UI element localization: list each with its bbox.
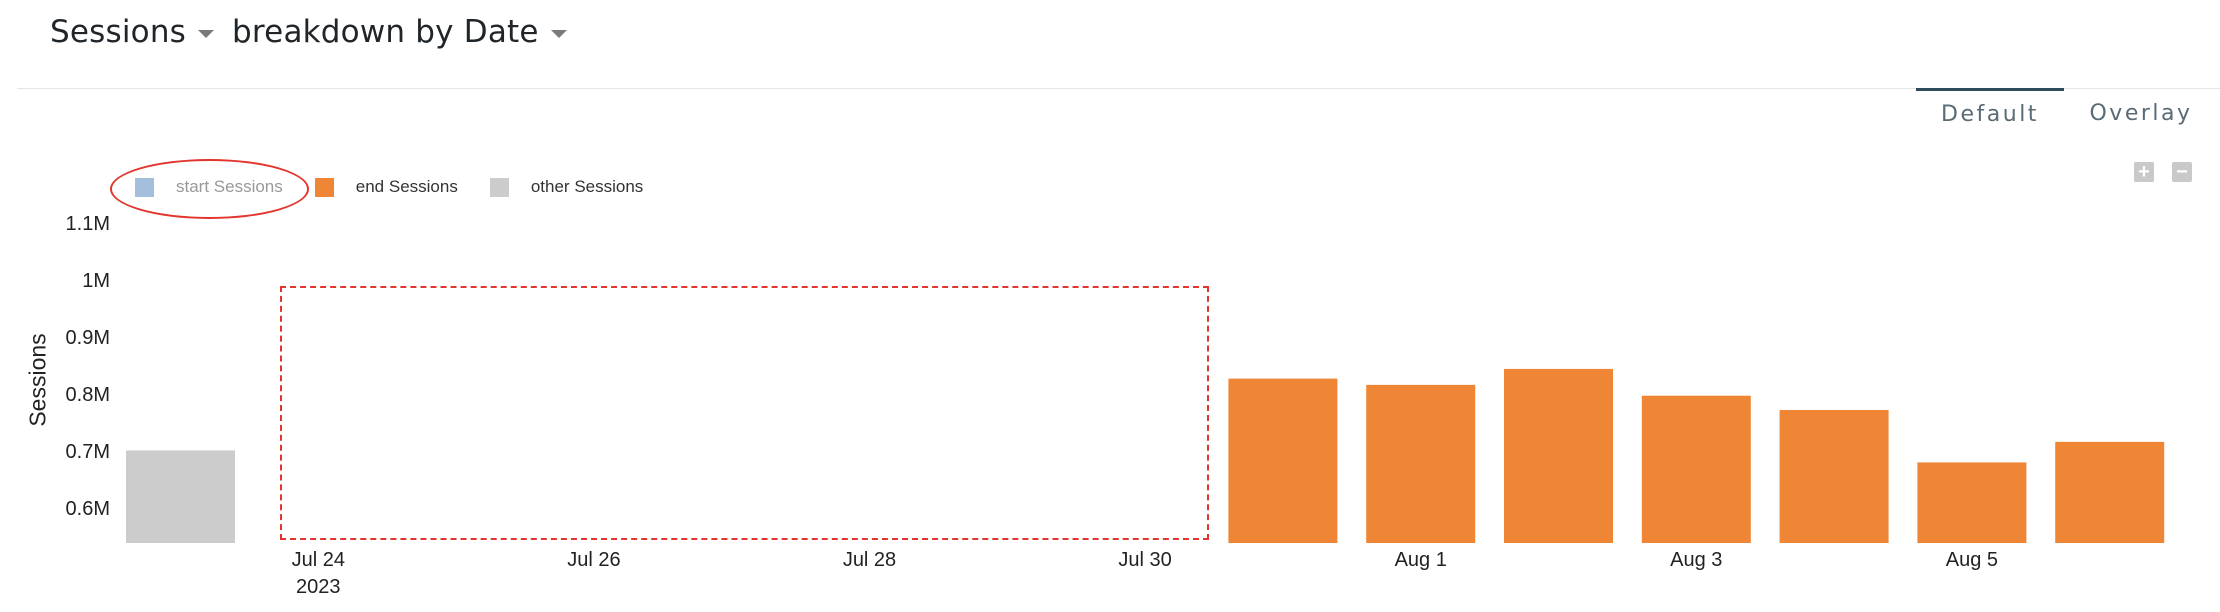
annotation-ellipse: [110, 159, 309, 219]
x-tick-label: Jul 26: [567, 549, 620, 571]
x-tick-label: Aug 3: [1670, 549, 1722, 571]
bar-other-0[interactable]: [126, 450, 235, 543]
y-tick-label: 0.6M: [66, 498, 110, 520]
y-tick-label: 0.9M: [66, 327, 110, 349]
y-tick-label: 0.8M: [66, 384, 110, 406]
x-tick-label: Jul 30: [1118, 549, 1171, 571]
bar-end-11[interactable]: [1642, 396, 1751, 543]
bar-end-12[interactable]: [1780, 410, 1889, 543]
x-tick-label: Aug 1: [1395, 549, 1447, 571]
bar-end-14[interactable]: [2055, 442, 2164, 543]
x-tick-label: Aug 5: [1946, 549, 1998, 571]
bar-end-8[interactable]: [1228, 379, 1337, 543]
bar-end-13[interactable]: [1917, 462, 2026, 543]
x-tick-label: Jul 28: [843, 549, 896, 571]
x-tick-label: Jul 24: [292, 549, 345, 571]
x-tick-year-label: 2023: [296, 576, 341, 598]
annotation-dashed-rect: [280, 286, 1209, 540]
y-tick-label: 1.1M: [66, 213, 110, 235]
bar-end-9[interactable]: [1366, 385, 1475, 543]
y-tick-label: 0.7M: [66, 441, 110, 463]
y-tick-label: 1M: [82, 270, 110, 292]
bar-end-10[interactable]: [1504, 369, 1613, 543]
